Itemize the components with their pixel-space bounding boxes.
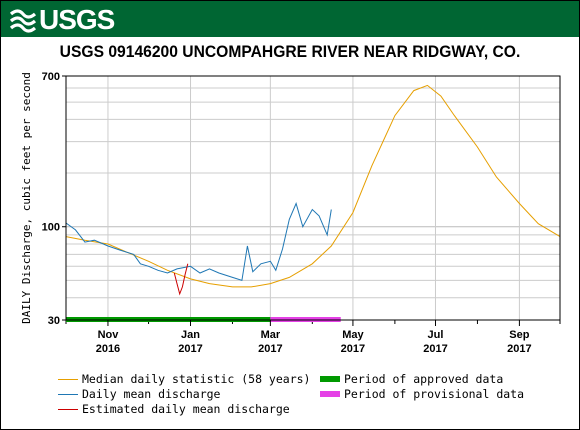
- chart-legend: Median daily statistic (58 years) Period …: [58, 370, 558, 422]
- x-tick-year: 2017: [258, 343, 282, 355]
- series-line-0: [65, 84, 561, 288]
- y-axis-label: DAILY Discharge, cubic feet per second: [20, 72, 33, 324]
- legend-swatch: [320, 391, 340, 397]
- series-line-1: [65, 202, 332, 282]
- x-tick-month: Sep: [509, 329, 529, 341]
- chart-title: USGS 09146200 UNCOMPAHGRE RIVER NEAR RID…: [59, 42, 521, 61]
- x-tick-month: Jul: [428, 329, 444, 341]
- discharge-chart: 30 100 700 Nov 2016 Jan 2017 Mar 2017 May 2017 Jul 2…: [20, 71, 561, 355]
- x-tick-year: 2017: [341, 343, 365, 355]
- x-tick-month: Nov: [98, 329, 120, 341]
- legend-item: Period of provisional data: [320, 387, 524, 401]
- legend-item: Median daily statistic (58 years): [58, 372, 310, 386]
- usgs-logo[interactable]: USGS: [9, 4, 115, 35]
- plot-border: [65, 75, 561, 321]
- legend-label: Estimated daily mean discharge: [82, 402, 290, 416]
- legend-item: Estimated daily mean discharge: [58, 402, 290, 416]
- x-tick-year: 2017: [178, 343, 202, 355]
- legend-item: Period of approved data: [320, 372, 503, 386]
- series-line-2: [173, 263, 189, 296]
- y-tick-label: 30: [48, 315, 60, 327]
- x-tick-month: May: [342, 329, 364, 341]
- usgs-banner: USGS: [1, 1, 579, 37]
- x-tick-year: 2016: [96, 343, 120, 355]
- legend-label: Daily mean discharge: [82, 387, 221, 401]
- y-tick-label: 700: [42, 71, 60, 83]
- x-tick-year: 2017: [423, 343, 447, 355]
- legend-item: Daily mean discharge: [58, 387, 220, 401]
- legend-swatch: [58, 408, 78, 410]
- plot-area: [66, 76, 560, 320]
- x-tick-year: 2017: [507, 343, 531, 355]
- legend-swatch: [58, 378, 78, 380]
- legend-label: Period of provisional data: [344, 387, 525, 401]
- x-tick-month: Jan: [181, 329, 200, 341]
- legend-label: Median daily statistic (58 years): [82, 372, 311, 386]
- x-tick-month: Mar: [261, 329, 281, 341]
- y-tick-label: 100: [42, 222, 60, 234]
- legend-swatch: [58, 393, 78, 395]
- usgs-wave-icon: [9, 6, 37, 34]
- legend-label: Period of approved data: [344, 372, 504, 386]
- legend-swatch: [320, 376, 340, 382]
- usgs-logo-text: USGS: [39, 4, 115, 35]
